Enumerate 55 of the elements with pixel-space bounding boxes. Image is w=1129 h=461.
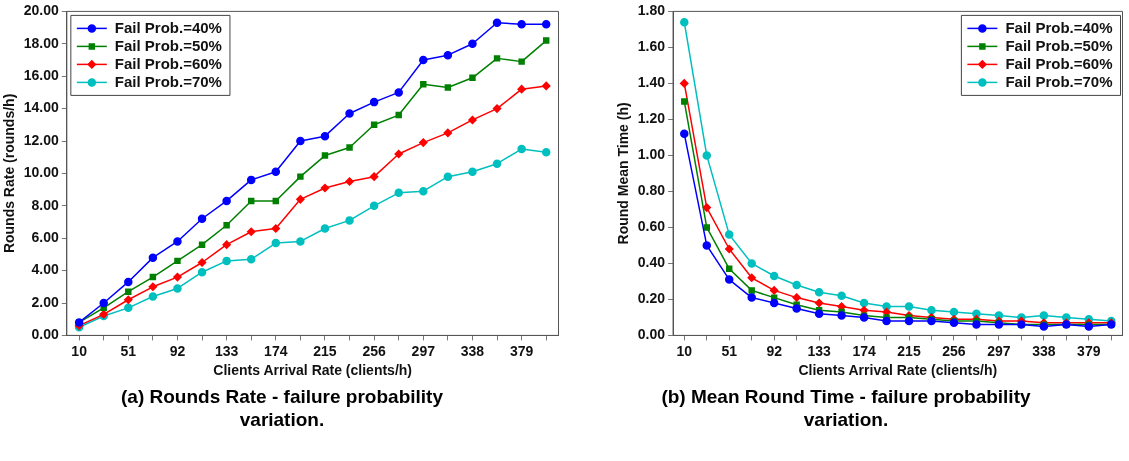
x-tick-label: 379 — [1077, 342, 1101, 359]
y-tick-label: 10.00 — [23, 164, 60, 181]
x-tick-label: 297 — [987, 342, 1011, 359]
x-tick-label: 256 — [942, 342, 966, 359]
legend-label: Fail Prob.=60% — [1005, 54, 1113, 72]
y-tick-label: 1.80 — [637, 2, 666, 19]
x-tick-label: 174 — [852, 342, 876, 359]
x-tick-label: 338 — [460, 342, 485, 359]
legend-label: Fail Prob.=40% — [1005, 18, 1113, 36]
x-tick-label: 174 — [264, 342, 288, 359]
x-tick-label: 51 — [721, 342, 738, 359]
x-axis-title: Clients Arrival Rate (clients/h) — [798, 362, 998, 379]
x-tick-label: 92 — [766, 342, 783, 359]
y-tick-label: 0.00 — [637, 326, 666, 343]
y-tick-label: 1.60 — [637, 38, 666, 55]
text: (b) Mean Round Time - failure probability variation. — [660, 386, 1032, 432]
x-tick-label: 297 — [411, 342, 436, 359]
x-tick-label: 215 — [313, 342, 337, 359]
legend-label: Fail Prob.=60% — [114, 54, 222, 72]
x-axis-title: Clients Arrival Rate (clients/h) — [213, 362, 412, 379]
y-tick-label: 16.00 — [23, 67, 60, 84]
x-tick-label: 133 — [214, 342, 239, 359]
x-tick-label: 92 — [169, 342, 186, 359]
y-tick-label: 0.80 — [637, 182, 666, 199]
x-tick-label: 379 — [509, 342, 534, 359]
y-tick-label: 2.00 — [31, 293, 60, 310]
legend-label: Fail Prob.=50% — [114, 36, 222, 54]
y-tick-label: 6.00 — [31, 229, 60, 246]
y-tick-label: 8.00 — [31, 196, 60, 213]
text: (a) Rounds Rate - failure probability variation. — [120, 386, 444, 432]
y-axis-title: Rounds Rate (rounds/h) — [1, 93, 18, 254]
y-tick-label: 0.20 — [637, 290, 666, 307]
y-tick-label: 12.00 — [23, 131, 60, 148]
y-tick-label: 0.60 — [637, 218, 666, 235]
y-tick-label: 20.00 — [23, 2, 60, 19]
y-tick-label: 1.20 — [637, 110, 666, 127]
x-tick-label: 133 — [807, 342, 832, 359]
y-tick-label: 18.00 — [23, 34, 60, 51]
y-tick-label: 1.00 — [637, 146, 666, 163]
y-tick-label: 1.40 — [637, 74, 666, 91]
x-tick-label: 10 — [676, 342, 693, 359]
y-tick-label: 0.00 — [31, 326, 60, 343]
x-tick-label: 51 — [120, 342, 137, 359]
y-tick-label: 4.00 — [31, 261, 60, 278]
legend-label: Fail Prob.=40% — [114, 18, 222, 36]
x-tick-label: 10 — [71, 342, 88, 359]
legend-label: Fail Prob.=50% — [1005, 36, 1113, 54]
y-axis-title: Round Mean Time (h) — [615, 102, 632, 245]
y-tick-label: 0.40 — [637, 254, 666, 271]
legend-label: Fail Prob.=70% — [1005, 72, 1113, 90]
x-tick-label: 215 — [897, 342, 921, 359]
x-tick-label: 338 — [1032, 342, 1056, 359]
y-tick-label: 14.00 — [23, 99, 60, 116]
legend-label: Fail Prob.=70% — [114, 72, 222, 90]
x-tick-label: 256 — [362, 342, 387, 359]
